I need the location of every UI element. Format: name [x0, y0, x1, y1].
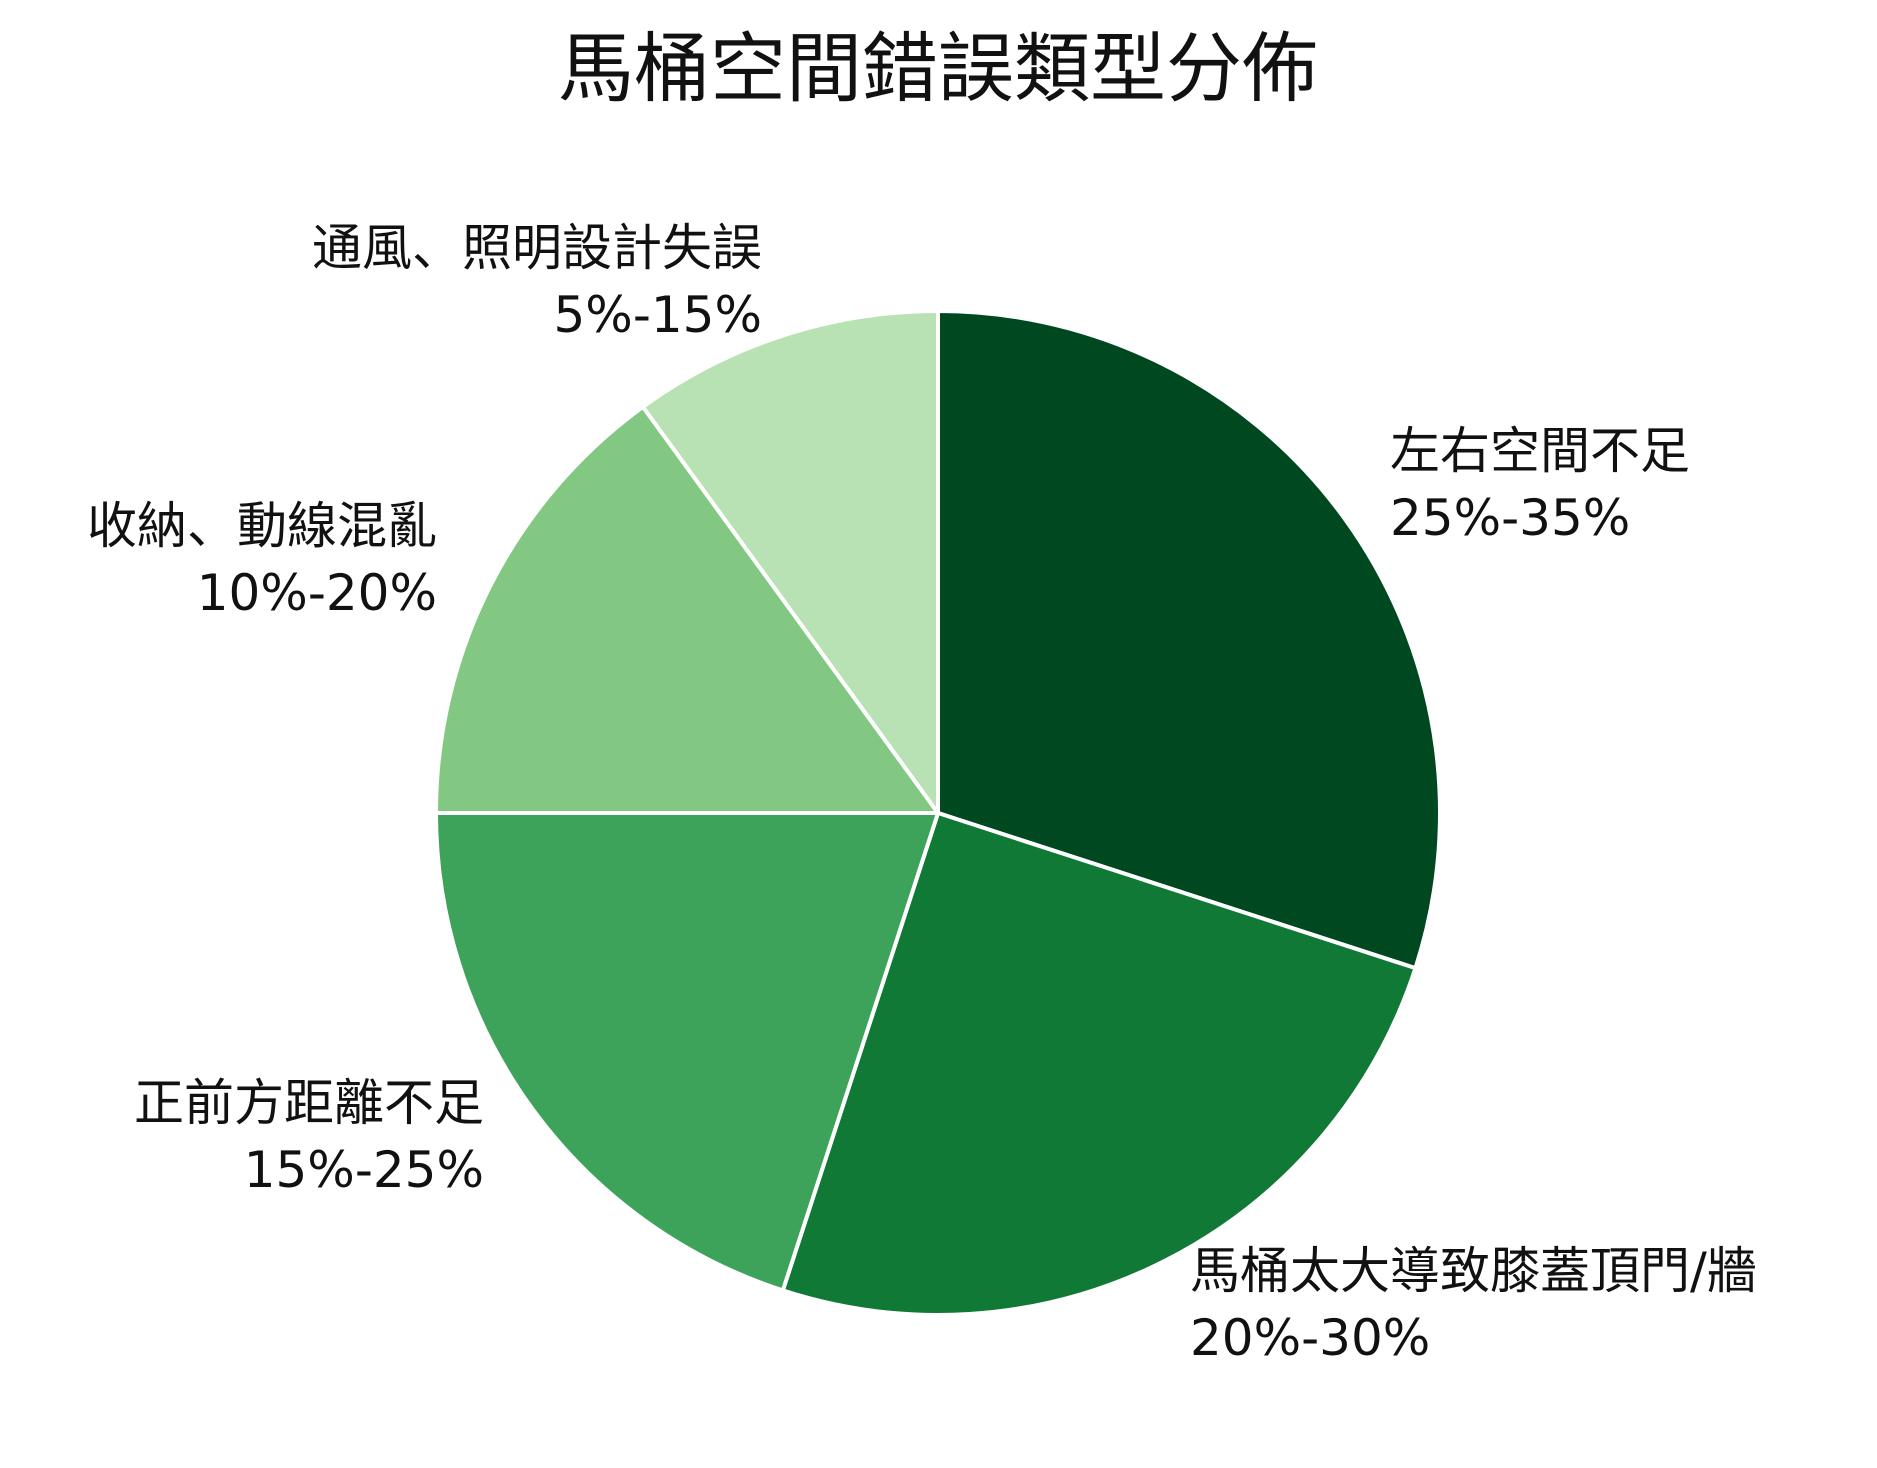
slice-label-range-2: 20%-30% [1190, 1309, 1430, 1367]
pie-slice-5 [640, 309, 940, 815]
slice-label-name-4: 收納、動線混亂 [87, 497, 437, 555]
pie-slice-4 [434, 404, 940, 815]
pie-slices [434, 309, 1442, 1317]
slice-label-name-3: 正前方距離不足 [134, 1074, 484, 1132]
pie-slice-3 [434, 811, 940, 1293]
slice-labels: 左右空間不足 25%-35% 馬桶太大導致膝蓋頂門/牆 20%-30% 正前方距離不足 1… [87, 219, 1757, 1367]
slice-label-name-2: 馬桶太大導致膝蓋頂門/牆 [1190, 1242, 1757, 1300]
chart-title: 馬桶空間錯誤類型分佈 [558, 24, 1318, 113]
slice-label-name-1: 左右空間不足 [1390, 422, 1690, 480]
pie-slice-1 [936, 309, 1442, 971]
pie-slice-2 [780, 811, 1418, 1317]
slice-label-range-4: 10%-20% [197, 564, 437, 622]
slice-label-range-3: 15%-25% [244, 1141, 484, 1199]
slice-label-name-5: 通風、照明設計失誤 [312, 219, 762, 277]
slice-label-range-5: 5%-15% [554, 286, 763, 344]
slice-label-range-1: 25%-35% [1390, 489, 1630, 547]
